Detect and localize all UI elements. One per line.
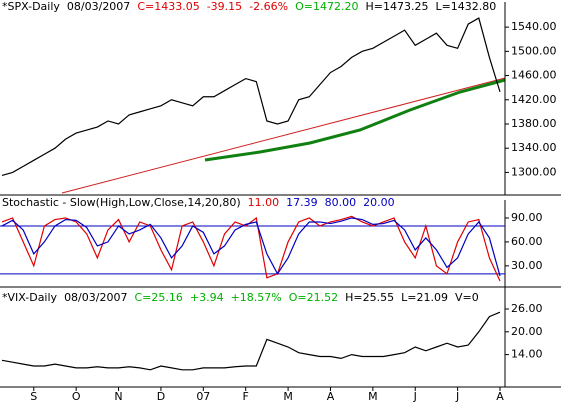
header-text: 11.00 (248, 196, 280, 209)
y-tick-label: 20.00 (511, 325, 543, 338)
y-tick-label: 1540.00 (511, 20, 557, 33)
y-tick-label: 14.00 (511, 348, 543, 361)
y-tick-label: 30.00 (511, 259, 543, 272)
header-text: 08/03/2007 (67, 0, 130, 13)
header-text: V=0 (455, 291, 479, 304)
header-text: 08/03/2007 (64, 291, 127, 304)
header-text: C=1433.05 (137, 0, 199, 13)
header-text: Stochastic - Slow(High,Low,Close,14,20,8… (2, 196, 241, 209)
x-tick-label: S (30, 390, 37, 403)
x-tick-label: 07 (196, 390, 210, 403)
x-tick-label: J (413, 390, 417, 403)
y-tick-label: 1300.00 (511, 165, 557, 178)
header-text: C=25.16 (134, 291, 182, 304)
y-tick-label: 1380.00 (511, 117, 557, 130)
x-tick-label: O (72, 390, 81, 403)
header-text: -39.15 (207, 0, 242, 13)
moving-average (204, 78, 506, 162)
series-line (1, 215, 501, 282)
x-tick-label: J (455, 390, 459, 403)
series-line (1, 217, 501, 277)
x-tick-label: N (114, 390, 122, 403)
header-text: -2.66% (249, 0, 288, 13)
y-tick-label: 26.00 (511, 302, 543, 315)
header-text: H=25.55 (345, 291, 394, 304)
y-tick-label: 60.00 (511, 235, 543, 248)
header-text: +3.94 (190, 291, 224, 304)
x-tick-label: A (327, 390, 335, 403)
x-tick-label: D (157, 390, 165, 403)
header-text: O=21.52 (289, 291, 338, 304)
header-text: H=1473.25 (365, 0, 428, 13)
trend-line (61, 77, 506, 194)
header-text: L=21.09 (401, 291, 448, 304)
y-tick-label: 1340.00 (511, 141, 557, 154)
y-tick-label: 1460.00 (511, 69, 557, 82)
y-tick-label: 1500.00 (511, 44, 557, 57)
x-tick-label: M (283, 390, 293, 403)
header-text: *SPX-Daily (2, 0, 60, 13)
x-tick-label: A (496, 390, 504, 403)
x-tick-label: F (243, 390, 249, 403)
header-text: *VIX-Daily (2, 291, 58, 304)
y-tick-label: 1420.00 (511, 93, 557, 106)
header-text: 80.00 (325, 196, 357, 209)
y-tick-label: 90.00 (511, 211, 543, 224)
series-line (1, 311, 501, 371)
header-text: 20.00 (363, 196, 395, 209)
header-text: L=1432.80 (435, 0, 496, 13)
x-tick-label: M (368, 390, 378, 403)
header-text: +18.57% (231, 291, 282, 304)
header-text: 17.39 (286, 196, 318, 209)
header-text: O=1472.20 (295, 0, 358, 13)
series-line (1, 17, 501, 177)
